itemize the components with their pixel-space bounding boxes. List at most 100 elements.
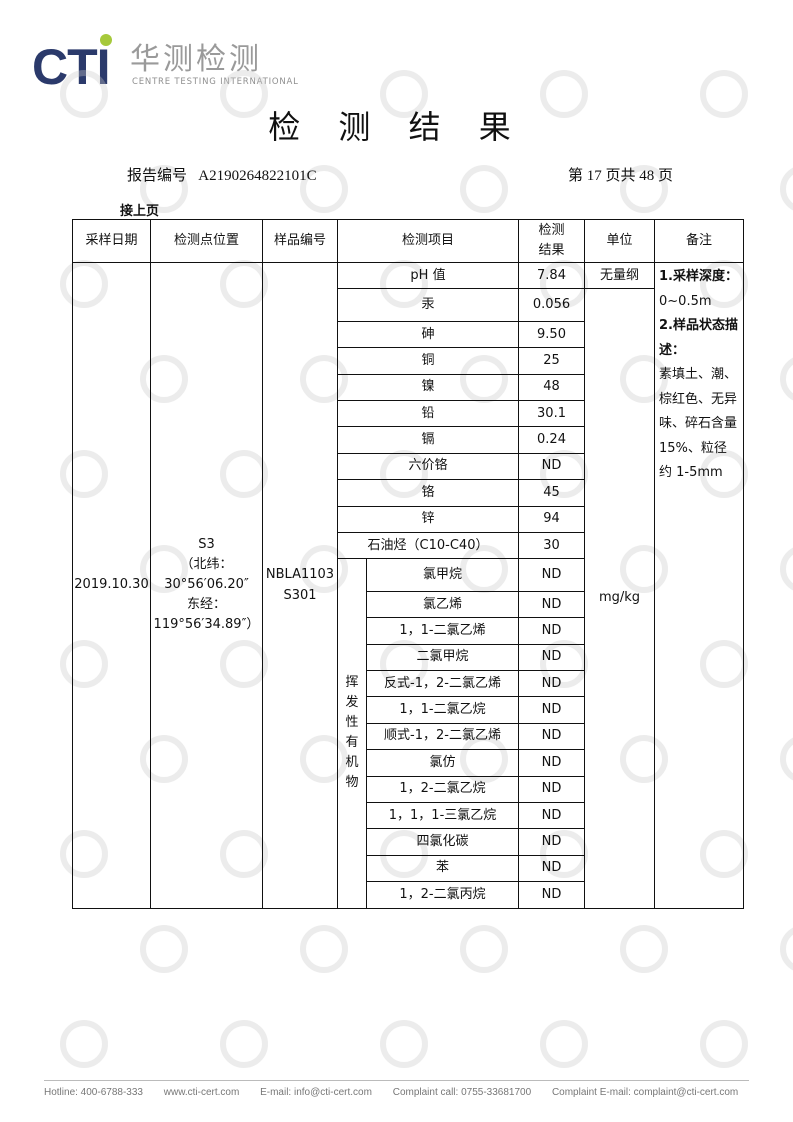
cti-watermark-icon — [140, 925, 188, 973]
test-item: 汞 — [336, 288, 520, 322]
test-item: 1，1-二氯乙烷 — [365, 696, 520, 724]
table-row: 铜 25 — [73, 347, 744, 375]
table-row: 石油烃（C10-C40） 30 — [73, 531, 744, 560]
cti-watermark-icon — [780, 165, 793, 213]
test-item: 反式-1，2-二氯乙烯 — [365, 669, 520, 698]
test-item: 1，1，1-三氯乙烷 — [365, 801, 520, 830]
test-item: 锌 — [336, 505, 520, 533]
test-item: 1，2-二氯乙烷 — [365, 775, 520, 803]
table-row: 四氯化碳 ND — [73, 828, 744, 856]
report-number-value: A2190264822101C — [198, 168, 317, 184]
test-result: ND — [518, 749, 586, 777]
cti-watermark-icon — [780, 355, 793, 403]
table-row: 1，2-二氯乙烷 ND — [73, 775, 744, 803]
footer-hotline: Hotline: 400-6788-333 — [44, 1087, 143, 1098]
logo-dot-icon — [100, 34, 112, 46]
test-item: 苯 — [365, 854, 520, 883]
cti-watermark-icon — [620, 165, 668, 213]
table-row: 铬 45 — [73, 479, 744, 507]
report-number-label: 报告编号 — [127, 168, 188, 184]
header-cell: 检测点位置 — [150, 219, 263, 263]
results-table: 采样日期 检测点位置 样品编号 检测项目 检测 结果 单位 备注 2019.10… — [72, 219, 745, 909]
cti-watermark-icon — [460, 165, 508, 213]
header-cell: 单位 — [584, 219, 656, 263]
footer-complaint-email: Complaint E-mail: complaint@cti-cert.com — [551, 1087, 739, 1098]
cti-watermark-icon — [140, 165, 188, 213]
table-row: 1，2-二氯丙烷 ND — [73, 881, 744, 909]
test-item: 顺式-1，2-二氯乙烯 — [365, 722, 520, 751]
cti-watermark-icon — [60, 70, 108, 118]
cti-watermark-icon — [380, 1020, 428, 1068]
test-item: 1，1-二氯乙烯 — [365, 617, 520, 645]
sample-number-line: S301 — [283, 588, 317, 604]
cti-watermark-icon — [220, 70, 268, 118]
table-row: 铅 30.1 — [73, 400, 744, 428]
voc-group-label: 挥发性有机物 — [337, 558, 367, 909]
test-result: ND — [518, 828, 586, 856]
table-row: 氯乙烯 ND — [73, 590, 744, 619]
header-cell: 样品编号 — [262, 219, 338, 263]
test-result: ND — [518, 643, 586, 671]
table-row: 1，1，1-三氯乙烷 ND — [73, 801, 744, 830]
sampling-location: S3 （北纬： 30°56′06.20″ 东经： 119°56′34.89″） — [150, 262, 263, 909]
test-result: ND — [518, 775, 586, 803]
cti-watermark-icon — [780, 925, 793, 973]
test-item: 氯仿 — [365, 749, 520, 777]
page-title: 检 测 结 果 — [268, 108, 525, 146]
footer-website: www.cti-cert.com — [163, 1087, 240, 1098]
test-result: ND — [518, 452, 586, 481]
test-item: 铜 — [336, 347, 520, 375]
sample-number: NBLA1103 S301 — [262, 262, 338, 909]
sample-number-line: NBLA1103 — [265, 567, 335, 583]
remarks-cell: 1.采样深度： 0~0.5m 2.样品状态描述： 素填土、潮、棕红色、无异味、碎石含量… — [654, 262, 745, 909]
voc-group-text: 挥发性有机物 — [345, 675, 359, 791]
state-value: 素填土、潮、棕红色、无异味、碎石含量 15%、粒径约 1-5mm — [659, 367, 738, 480]
header-cell: 检测 结果 — [518, 219, 586, 263]
location-line: （北纬： — [180, 557, 233, 573]
test-item: 六价铬 — [336, 452, 520, 481]
cti-watermark-icon — [460, 925, 508, 973]
test-result: 48 — [518, 373, 586, 402]
table-row: 顺式-1，2-二氯乙烯 ND — [73, 722, 744, 751]
test-result: ND — [518, 669, 586, 698]
test-result: ND — [518, 617, 586, 645]
location-line: S3 — [198, 537, 215, 553]
test-result: 0.056 — [518, 288, 586, 322]
header-cell: 备注 — [654, 219, 745, 263]
test-item: 铅 — [336, 400, 520, 428]
test-result: ND — [518, 590, 586, 619]
footer-divider — [44, 1080, 749, 1081]
cti-watermark-icon — [700, 70, 748, 118]
cti-watermark-icon — [780, 735, 793, 783]
cti-watermark-icon — [220, 1020, 268, 1068]
logo-english-name: CENTRE TESTING INTERNATIONAL — [132, 77, 299, 87]
test-result: 94 — [518, 505, 586, 533]
cti-watermark-icon — [780, 545, 793, 593]
table-row: 汞 0.056 mg/kg — [73, 288, 744, 909]
test-item: 砷 — [336, 320, 520, 349]
table-row: 反式-1，2-二氯乙烯 ND — [73, 669, 744, 698]
test-item: 镍 — [336, 373, 520, 402]
cti-watermark-icon — [620, 925, 668, 973]
cti-watermark-icon — [300, 925, 348, 973]
test-result: 30.1 — [518, 400, 586, 428]
depth-value: 0~0.5m — [659, 293, 712, 309]
test-item: 镉 — [336, 426, 520, 454]
table-row: 二氯甲烷 ND — [73, 643, 744, 671]
location-line: 30°56′06.20″ — [164, 577, 249, 593]
footer: Hotline: 400-6788-333 www.cti-cert.com E… — [44, 1087, 756, 1098]
unit-cell: 无量纲 — [584, 261, 656, 290]
footer-complaint-call: Complaint call: 0755-33681700 — [392, 1087, 532, 1098]
state-label: 2.样品状态描述： — [659, 318, 738, 358]
test-result: ND — [518, 854, 586, 883]
test-item: 石油烃（C10-C40） — [336, 531, 520, 560]
test-result: ND — [518, 722, 586, 751]
cti-watermark-icon — [540, 1020, 588, 1068]
test-result: ND — [518, 881, 586, 909]
header-cell: 采样日期 — [72, 219, 151, 263]
unit-cell: mg/kg — [584, 288, 656, 909]
test-result: ND — [518, 801, 586, 830]
test-result: ND — [518, 558, 586, 592]
test-result: 45 — [518, 479, 586, 507]
test-result: 25 — [518, 347, 586, 375]
